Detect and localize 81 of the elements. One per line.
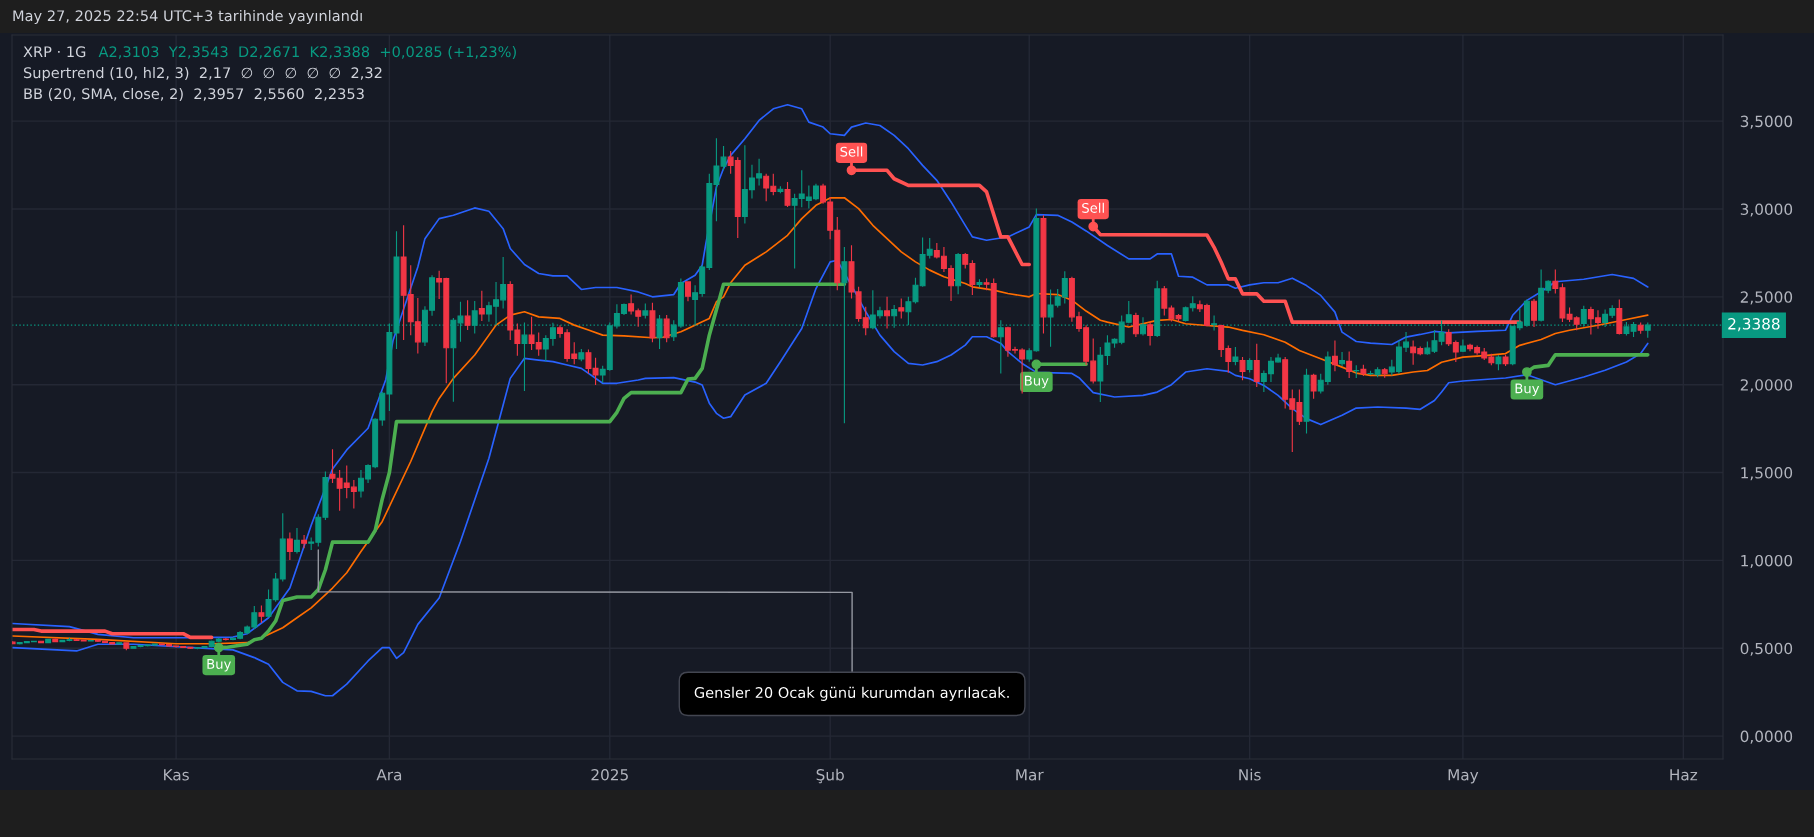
candlestick [1331, 339, 1338, 372]
candlestick [52, 637, 59, 643]
candlestick [1211, 314, 1218, 331]
annotation: Supertrend (10, hl2, 3) 2,17 ∅ ∅ ∅ ∅ ∅ 2,32 [23, 66, 382, 82]
candlestick [222, 637, 229, 641]
candlestick [1346, 350, 1353, 379]
candlestick [301, 534, 308, 549]
x-tick-label: May [1448, 769, 1479, 784]
candlestick [649, 302, 656, 343]
candlestick [1616, 298, 1623, 336]
y-tick-label: 1,0000 [1741, 554, 1793, 569]
candlestick [1253, 343, 1260, 388]
point [846, 165, 857, 176]
candlestick [1495, 354, 1502, 371]
candlestick [1637, 321, 1644, 335]
candlestick [1303, 368, 1310, 435]
candlestick [642, 302, 649, 320]
candlestick [1232, 346, 1239, 366]
annotation: Sell [1082, 202, 1104, 213]
candlestick [777, 185, 784, 194]
point [213, 642, 224, 653]
candlestick [258, 605, 265, 624]
candlestick [784, 181, 791, 208]
y-tick-label: 0,0000 [1740, 730, 1793, 744]
y-tick-label: 2,5000 [1740, 291, 1793, 305]
ref-line-label: 2,3388 [1728, 318, 1780, 332]
candlestick [116, 641, 123, 645]
candlestick [685, 280, 691, 302]
candlestick [1502, 354, 1509, 367]
x-tick-label: Kas [164, 769, 189, 781]
x-tick-label: Ara [376, 769, 402, 781]
y-tick-label: 3,0000 [1740, 203, 1793, 217]
candlestick [1132, 312, 1139, 338]
annotation: BB (20, SMA, close, 2) 2,3957 2,5560 2,2353 [24, 87, 364, 101]
candlestick [87, 639, 94, 643]
annotation: Buy [207, 659, 231, 672]
candlestick [286, 531, 293, 561]
annotation: Gensler 20 Ocak günü kurumdan ayrılacak. [694, 686, 1009, 701]
x-tick-label: Mar [1016, 769, 1044, 781]
annotation: Sell [840, 146, 863, 157]
candlestick [841, 246, 848, 424]
candlestick [1310, 373, 1317, 400]
point [1088, 221, 1099, 232]
candlestick [478, 290, 485, 322]
candlestick [955, 252, 962, 295]
candlestick [578, 348, 585, 362]
candlestick [521, 321, 528, 392]
point [1031, 359, 1042, 370]
candlestick [1339, 351, 1346, 367]
candlestick [663, 314, 670, 343]
candlestick [45, 638, 52, 644]
x-tick-label: Şub [816, 768, 844, 784]
candlestick [884, 296, 891, 330]
y-tick-label: 3,5000 [1740, 115, 1793, 129]
candlestick [1040, 214, 1047, 334]
y-tick-label: 0,5000 [1740, 642, 1793, 656]
x-tick-label: Nis [1239, 768, 1261, 781]
x-tick-label: 2025 [591, 768, 628, 781]
annotation: Buy [1025, 375, 1049, 389]
candlestick [898, 298, 905, 320]
y-tick-label: 1,5000 [1741, 467, 1793, 481]
candlestick [1353, 364, 1360, 379]
candlestick [464, 299, 471, 331]
point [1522, 367, 1532, 377]
candlestick [293, 527, 300, 554]
x-tick-label: Haz [1670, 769, 1698, 781]
candlestick [123, 641, 130, 651]
candlestick [1459, 338, 1466, 353]
candlestick [1360, 364, 1367, 377]
candlestick [1531, 298, 1537, 328]
annotation: Buy [1515, 383, 1540, 396]
candlestick [1246, 357, 1253, 373]
text: May 27, 2025 22:54 UTC+3 tarihinde yayınlandı [13, 9, 362, 25]
y-tick-label: 2,0000 [1740, 379, 1793, 393]
candlestick [1239, 356, 1246, 381]
candlestick [1147, 321, 1154, 347]
candlestick [976, 278, 983, 288]
line-series [12, 103, 1649, 639]
candlestick [1381, 367, 1388, 379]
text: XRP · 1G [23, 46, 86, 58]
text: A2,3103 Y2,3543 D2,2671 K2,3388 +0,0285 (+1,23%) [98, 45, 516, 59]
